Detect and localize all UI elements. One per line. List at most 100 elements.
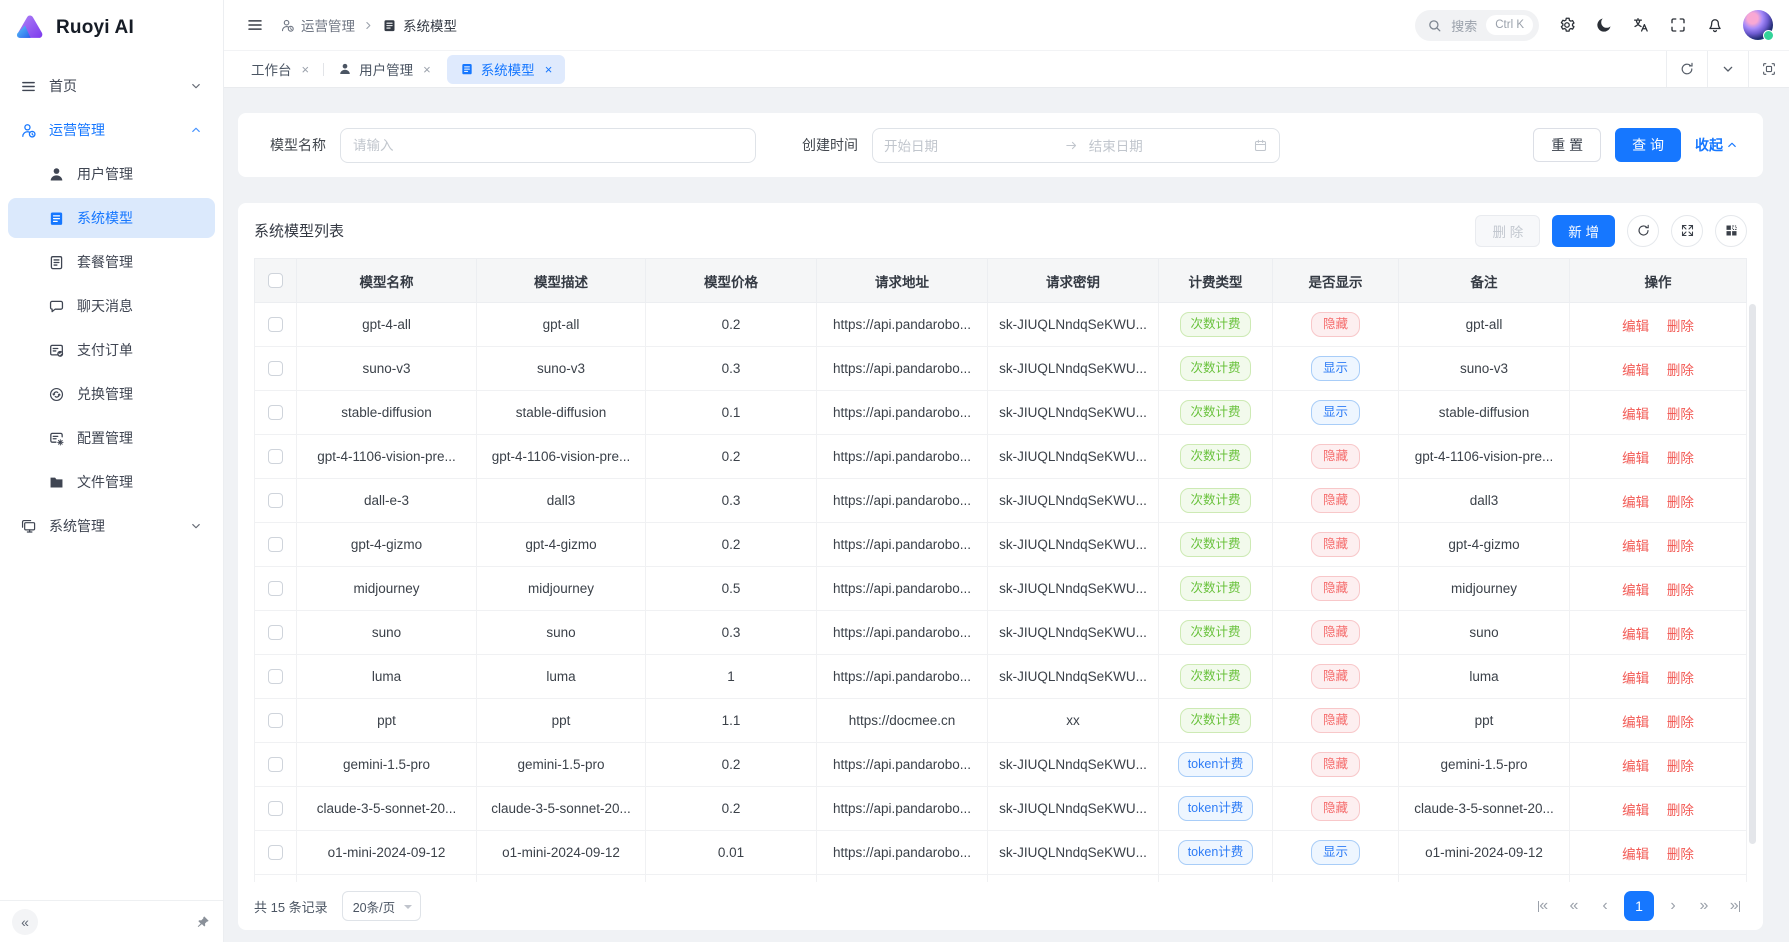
edit-link[interactable]: 编辑	[1622, 319, 1649, 334]
row-checkbox[interactable]	[268, 493, 283, 508]
date-range-input[interactable]: 开始日期 结束日期	[872, 128, 1280, 163]
cell-request-key: sk-JIUQLNndqSeKWU...	[988, 567, 1159, 611]
close-icon[interactable]: ×	[302, 63, 310, 76]
sidebar-item[interactable]: 首页	[8, 66, 215, 106]
delete-link[interactable]: 删除	[1667, 363, 1694, 378]
refresh-tab-button[interactable]	[1666, 51, 1707, 87]
edit-link[interactable]: 编辑	[1622, 407, 1649, 422]
select-all-checkbox[interactable]	[268, 273, 283, 288]
edit-link[interactable]: 编辑	[1622, 363, 1649, 378]
delete-link[interactable]: 删除	[1667, 319, 1694, 334]
global-search[interactable]: 搜索 Ctrl K	[1415, 10, 1539, 41]
hamburger-menu-icon[interactable]	[246, 16, 264, 34]
sidebar-item[interactable]: 用户管理	[8, 154, 215, 194]
edit-link[interactable]: 编辑	[1622, 583, 1649, 598]
sidebar-item[interactable]: 聊天消息	[8, 286, 215, 326]
edit-link[interactable]: 编辑	[1622, 715, 1649, 730]
app-logo[interactable]: Ruoyi AI	[0, 0, 223, 56]
bell-icon[interactable]	[1706, 16, 1724, 34]
row-checkbox[interactable]	[268, 317, 283, 332]
delete-link[interactable]: 删除	[1667, 407, 1694, 422]
row-checkbox[interactable]	[268, 669, 283, 684]
column-settings-button[interactable]	[1715, 215, 1747, 247]
model-name-input[interactable]	[340, 128, 756, 163]
delete-link[interactable]: 删除	[1667, 583, 1694, 598]
tab[interactable]: 工作台 ×	[238, 55, 322, 84]
delete-link[interactable]: 删除	[1667, 803, 1694, 818]
table-scrollbar[interactable]	[1749, 304, 1756, 878]
row-checkbox[interactable]	[268, 537, 283, 552]
translate-icon[interactable]	[1632, 16, 1650, 34]
cell-model-desc: dall3	[477, 479, 646, 523]
row-checkbox[interactable]	[268, 361, 283, 376]
tab[interactable]: 系统模型 ×	[447, 55, 566, 84]
edit-link[interactable]: 编辑	[1622, 495, 1649, 510]
jump-forward-button[interactable]: »	[1692, 893, 1716, 919]
next-page-button[interactable]: ›	[1661, 893, 1685, 919]
jump-back-button[interactable]: «	[1562, 893, 1586, 919]
pin-icon[interactable]	[195, 914, 211, 930]
first-page-button[interactable]: «	[1531, 893, 1555, 919]
sidebar-item[interactable]: 兑换管理	[8, 374, 215, 414]
prev-page-button[interactable]: ‹	[1593, 893, 1617, 919]
sidebar-item[interactable]: 系统管理	[8, 506, 215, 546]
query-button[interactable]: 查 询	[1615, 128, 1681, 162]
edit-link[interactable]: 编辑	[1622, 627, 1649, 642]
delete-link[interactable]: 删除	[1667, 847, 1694, 862]
breadcrumb-item-current[interactable]: 系统模型	[382, 15, 457, 35]
gear-icon[interactable]	[1558, 16, 1576, 34]
last-page-button[interactable]: »	[1723, 893, 1747, 919]
moon-icon[interactable]	[1595, 16, 1613, 34]
sidebar-item[interactable]: 运营管理	[8, 110, 215, 150]
delete-link[interactable]: 删除	[1667, 759, 1694, 774]
delete-link[interactable]: 删除	[1667, 671, 1694, 686]
table-title: 系统模型列表	[254, 220, 344, 241]
row-checkbox[interactable]	[268, 713, 283, 728]
start-date-placeholder: 开始日期	[884, 135, 1054, 155]
scrollbar-thumb[interactable]	[1749, 304, 1756, 844]
sidebar-item[interactable]: 系统模型	[8, 198, 215, 238]
row-checkbox[interactable]	[268, 801, 283, 816]
edit-link[interactable]: 编辑	[1622, 759, 1649, 774]
fullscreen-icon[interactable]	[1669, 16, 1687, 34]
sidebar-item[interactable]: 支付订单	[8, 330, 215, 370]
delete-button[interactable]: 删 除	[1475, 215, 1540, 247]
tab[interactable]: 用户管理 ×	[325, 55, 444, 84]
row-checkbox[interactable]	[268, 581, 283, 596]
reset-button[interactable]: 重 置	[1533, 128, 1601, 162]
row-checkbox[interactable]	[268, 625, 283, 640]
edit-link[interactable]: 编辑	[1622, 451, 1649, 466]
breadcrumb-item[interactable]: 运营管理	[280, 15, 355, 35]
refresh-table-button[interactable]	[1627, 215, 1659, 247]
edit-link[interactable]: 编辑	[1622, 671, 1649, 686]
edit-link[interactable]: 编辑	[1622, 539, 1649, 554]
expand-table-button[interactable]	[1671, 215, 1703, 247]
sidebar-item[interactable]: 配置管理	[8, 418, 215, 458]
close-icon[interactable]: ×	[545, 63, 553, 76]
cell-model-name: suno-v3	[297, 347, 477, 391]
row-checkbox[interactable]	[268, 405, 283, 420]
cell-request-url: https://api.pandarobo...	[817, 831, 988, 875]
delete-link[interactable]: 删除	[1667, 627, 1694, 642]
collapse-filter-link[interactable]: 收起	[1695, 135, 1739, 155]
current-page[interactable]: 1	[1624, 891, 1654, 921]
sidebar-item[interactable]: 套餐管理	[8, 242, 215, 282]
row-checkbox[interactable]	[268, 757, 283, 772]
sidebar-item[interactable]: 文件管理	[8, 462, 215, 502]
edit-link[interactable]: 编辑	[1622, 803, 1649, 818]
row-checkbox[interactable]	[268, 845, 283, 860]
close-icon[interactable]: ×	[423, 63, 431, 76]
avatar[interactable]	[1743, 10, 1773, 40]
edit-link[interactable]: 编辑	[1622, 847, 1649, 862]
delete-link[interactable]: 删除	[1667, 715, 1694, 730]
delete-link[interactable]: 删除	[1667, 495, 1694, 510]
row-checkbox[interactable]	[268, 449, 283, 464]
tab-menu-button[interactable]	[1707, 51, 1748, 87]
page-size-select[interactable]: 20条/页	[342, 891, 421, 921]
add-button[interactable]: 新 增	[1552, 215, 1615, 247]
sidebar-collapse-button[interactable]: «	[12, 909, 38, 935]
maximize-button[interactable]	[1748, 51, 1789, 87]
delete-link[interactable]: 删除	[1667, 539, 1694, 554]
delete-link[interactable]: 删除	[1667, 451, 1694, 466]
chevron-up-icon	[189, 123, 203, 137]
